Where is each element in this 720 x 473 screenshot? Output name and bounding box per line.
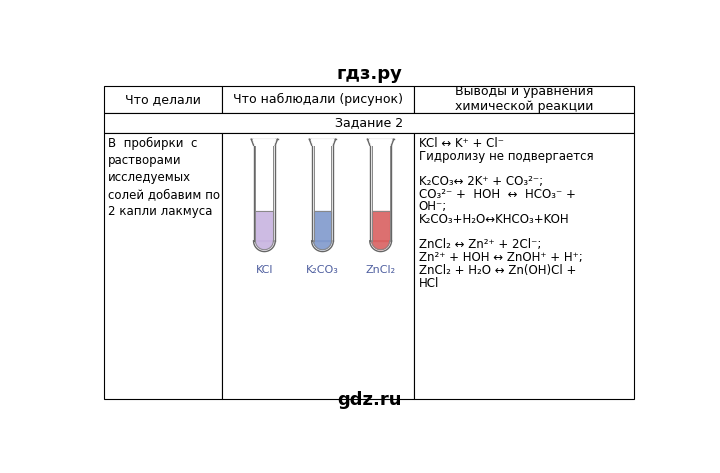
Text: ZnCl₂: ZnCl₂ [366,265,396,275]
Text: CO₃²⁻ +  HOH  ↔  HCO₃⁻ +: CO₃²⁻ + HOH ↔ HCO₃⁻ + [418,188,575,201]
Polygon shape [104,86,222,113]
Polygon shape [314,241,331,250]
Polygon shape [311,139,334,145]
Text: HCl: HCl [418,277,439,289]
Polygon shape [372,241,390,250]
Polygon shape [256,241,274,250]
Polygon shape [253,139,276,145]
Text: OH⁻;: OH⁻; [418,201,447,213]
Polygon shape [251,139,277,145]
Text: KCl: KCl [256,265,273,275]
Polygon shape [222,133,414,399]
Polygon shape [104,133,222,399]
Polygon shape [256,211,274,241]
Polygon shape [256,241,274,250]
Text: ZnCl₂ ↔ Zn²⁺ + 2Cl⁻;: ZnCl₂ ↔ Zn²⁺ + 2Cl⁻; [418,238,541,252]
Text: ZnCl₂ + H₂O ↔ Zn(OH)Cl +: ZnCl₂ + H₂O ↔ Zn(OH)Cl + [418,264,576,277]
Polygon shape [222,86,414,113]
Polygon shape [256,145,274,241]
Text: Задание 2: Задание 2 [335,116,403,130]
Polygon shape [372,145,390,241]
Text: gdz.ru: gdz.ru [337,391,401,409]
Text: Zn²⁺ + HOH ↔ ZnOH⁺ + H⁺;: Zn²⁺ + HOH ↔ ZnOH⁺ + H⁺; [418,251,582,264]
Text: K₂CO₃↔ 2K⁺ + CO₃²⁻;: K₂CO₃↔ 2K⁺ + CO₃²⁻; [418,175,543,188]
Polygon shape [414,86,634,113]
Polygon shape [367,139,394,145]
Polygon shape [104,113,634,133]
Text: Что делали: Что делали [125,93,201,106]
Text: Гидролизу не подвергается: Гидролизу не подвергается [418,149,593,163]
Text: В  пробирки  с
растворами
исследуемых
солей добавим по
2 капли лакмуса: В пробирки с растворами исследуемых соле… [108,137,220,218]
Polygon shape [372,241,390,250]
Text: гдз.ру: гдз.ру [336,65,402,83]
Polygon shape [314,211,331,241]
Polygon shape [369,139,392,145]
Text: K₂CO₃+H₂O↔KHCO₃+KOH: K₂CO₃+H₂O↔KHCO₃+KOH [418,213,570,226]
Polygon shape [314,241,331,250]
Text: Что наблюдали (рисунок): Что наблюдали (рисунок) [233,93,403,106]
Text: KCl ↔ K⁺ + Cl⁻: KCl ↔ K⁺ + Cl⁻ [418,137,503,150]
Polygon shape [372,211,390,241]
Polygon shape [314,145,331,241]
Text: K₂CO₃: K₂CO₃ [306,265,339,275]
Polygon shape [310,139,336,145]
Polygon shape [414,133,634,399]
Text: Выводы и уравнения
химической реакции: Выводы и уравнения химической реакции [455,86,593,114]
